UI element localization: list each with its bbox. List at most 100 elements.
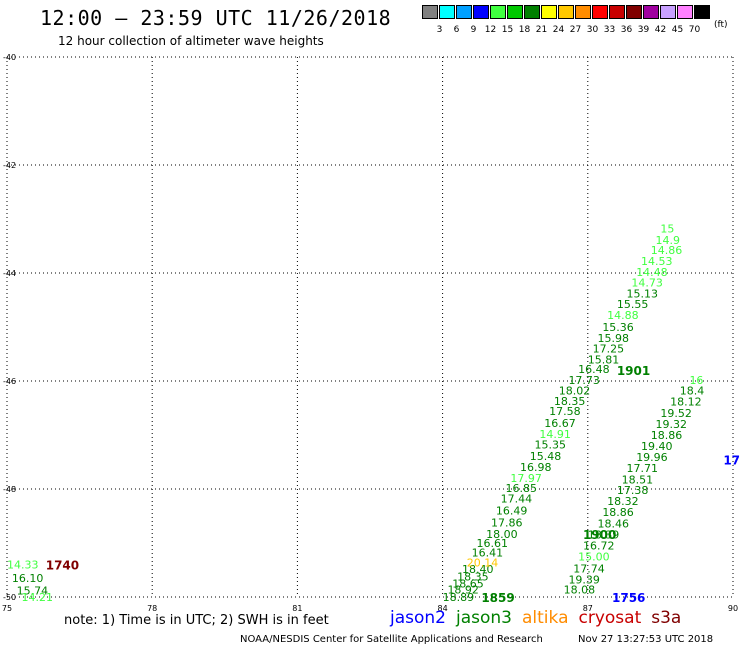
y-tick-label: -50 [3, 593, 16, 602]
scale-label: 12 [484, 25, 497, 35]
x-tick-label: 84 [438, 604, 448, 613]
swh-label: 17.73 [568, 374, 600, 387]
swh-label: 15.74 [17, 585, 49, 598]
swh-label: 18.86 [602, 506, 634, 519]
swh-label: 18.35 [457, 570, 489, 583]
scale-label: 45 [671, 25, 684, 35]
swh-label: 14.9 [656, 234, 681, 247]
swh-label: 18.00 [486, 528, 518, 541]
scale-label: 27 [569, 25, 582, 35]
swh-label: 15.35 [535, 439, 567, 452]
swh-label: 14.33 [7, 559, 39, 572]
scale-swatch [422, 5, 438, 19]
swh-label: 15.36 [602, 321, 634, 334]
x-tick-label: 90 [728, 604, 738, 613]
swh-label: 14.91 [539, 428, 571, 441]
swh-label: 18.51 [622, 473, 654, 486]
swh-label: 15.48 [530, 450, 562, 463]
swh-label: 17.38 [617, 484, 649, 497]
swh-label: 16.98 [520, 461, 552, 474]
swh-label: 17.97 [510, 472, 542, 485]
swh-label: 16.49 [496, 505, 527, 518]
swh-label: 15.00 [578, 551, 610, 564]
scale-swatch [677, 5, 693, 19]
scale-swatch [643, 5, 659, 19]
scale-swatch [507, 5, 523, 19]
scale-swatch [660, 5, 676, 19]
scale-label: 36 [620, 25, 633, 35]
swh-label: 19.40 [641, 440, 673, 453]
swh-label: 19.52 [660, 407, 692, 420]
swh-label: 18.89 [443, 591, 475, 604]
swh-label: 15.13 [627, 288, 659, 301]
swh-label: 17.71 [627, 462, 659, 475]
x-tick-label: 87 [583, 604, 593, 613]
scale-label: 30 [586, 25, 599, 35]
swh-label: 18.32 [607, 495, 639, 508]
swh-label: 18.46 [597, 518, 629, 531]
x-tick-label: 78 [147, 604, 157, 613]
page-subtitle: 12 hour collection of altimeter wave hei… [58, 34, 324, 48]
time-label: 1900 [583, 528, 616, 542]
swh-label: 18.86 [651, 429, 683, 442]
y-tick-label: -40 [3, 53, 16, 62]
axis-ticks: 75 78 81 84 87 90 -40 -42 -44 -46 -48 -50 [2, 53, 738, 613]
swh-label: 17.86 [491, 516, 523, 529]
y-tick-label: -42 [3, 161, 16, 170]
swh-label: 18.02 [559, 385, 591, 398]
swh-label: 16.61 [476, 537, 508, 550]
swh-label: 18.92 [447, 583, 479, 596]
swh-label: 18.40 [462, 563, 494, 576]
scale-swatch [626, 5, 642, 19]
swh-label: 14.86 [651, 244, 683, 257]
swh-label: 17.74 [573, 562, 605, 575]
y-tick-label: -48 [3, 485, 16, 494]
scale-label: 21 [535, 25, 548, 35]
scale-swatch [541, 5, 557, 19]
satellite-jason3: jason3 [456, 608, 512, 628]
scale-label: 6 [453, 25, 460, 35]
swh-label: 18.08 [564, 583, 596, 596]
satellite-jason2: jason2 [390, 608, 446, 628]
chart-grid [6, 56, 734, 598]
scale-swatch [592, 5, 608, 19]
swh-label: 18.39 [588, 528, 620, 541]
time-label: 1859 [481, 591, 514, 605]
time-label: 1901 [617, 364, 650, 378]
swh-label: 16.48 [578, 363, 610, 376]
scale-label: 18 [518, 25, 531, 35]
scale-swatch [490, 5, 506, 19]
swh-label: 14.48 [636, 266, 668, 279]
swh-label: 16 [689, 374, 703, 387]
satellite-altika: altika [522, 608, 569, 628]
swh-label: 16.10 [12, 572, 44, 585]
swh-label: 14.21 [22, 591, 54, 604]
scale-swatch [456, 5, 472, 19]
swh-label: 16.72 [583, 540, 615, 553]
page-title: 12:00 – 23:59 UTC 11/26/2018 [40, 6, 392, 30]
satellite-legend: jason2 jason3 altika cryosat s3a [390, 608, 691, 628]
scale-label: 15 [501, 25, 514, 35]
swh-label: 17.58 [549, 405, 581, 418]
scale-label: 24 [552, 25, 565, 35]
time-label: 1740 [46, 559, 79, 573]
x-tick-label: 81 [292, 604, 302, 613]
scale-label: 3 [436, 25, 443, 35]
swh-label: 19.39 [568, 574, 600, 587]
swh-label: 14.88 [607, 309, 639, 322]
swh-label: 16.67 [544, 417, 576, 430]
time-labels: 1740 1859 1900 1901 1756 17 [46, 364, 740, 605]
scale-label: 70 [688, 25, 701, 35]
scale-swatch [439, 5, 455, 19]
swh-label: 20.14 [467, 556, 499, 569]
swh-label: 15.98 [597, 332, 629, 345]
swh-label: 15 [660, 223, 674, 236]
swh-label: 18.4 [680, 385, 705, 398]
scale-swatch [609, 5, 625, 19]
scale-swatch [524, 5, 540, 19]
swh-label: 16.41 [472, 547, 504, 560]
swh-label: 14.73 [631, 277, 663, 290]
swh-label: 18.35 [554, 395, 586, 408]
